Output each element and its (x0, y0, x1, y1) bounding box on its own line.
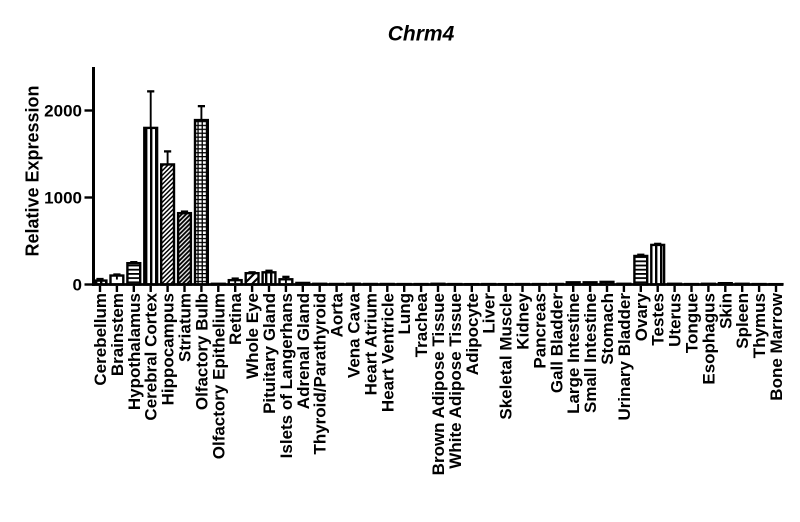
svg-text:Bone Marrow: Bone Marrow (767, 292, 786, 400)
svg-text:Whole Eye: Whole Eye (243, 293, 262, 379)
svg-text:White Adipose Tissue: White Adipose Tissue (446, 293, 465, 469)
svg-text:Retina: Retina (226, 292, 245, 345)
svg-text:Skin: Skin (716, 293, 735, 329)
svg-text:Olfactory Epithelium: Olfactory Epithelium (209, 293, 228, 459)
svg-text:Relative Expression: Relative Expression (23, 85, 43, 256)
svg-text:Brainstem: Brainstem (108, 293, 127, 376)
svg-text:Pituitary Gland: Pituitary Gland (260, 293, 279, 414)
svg-text:Kidney: Kidney (514, 292, 533, 349)
svg-text:Chrm4: Chrm4 (388, 23, 455, 46)
svg-text:Adrenal Gland: Adrenal Gland (294, 293, 313, 409)
svg-text:Testes: Testes (649, 293, 668, 346)
svg-text:Tongue: Tongue (683, 293, 702, 353)
svg-text:Hippocampus: Hippocampus (159, 293, 178, 405)
svg-text:Cerebellum: Cerebellum (91, 293, 110, 386)
svg-text:Adipocyte: Adipocyte (463, 293, 482, 375)
svg-text:Esophagus: Esophagus (699, 293, 718, 385)
svg-text:Spleen: Spleen (733, 293, 752, 349)
svg-text:Liver: Liver (480, 293, 499, 334)
svg-text:Large Intestine: Large Intestine (564, 293, 583, 414)
svg-text:Thyroid/Parathyroid: Thyroid/Parathyroid (311, 293, 330, 455)
svg-text:Small Intestine: Small Intestine (581, 293, 600, 413)
svg-text:Brown Adipose Tissue: Brown Adipose Tissue (429, 293, 448, 475)
svg-text:Thymus: Thymus (750, 293, 769, 358)
svg-text:Hypothalamus: Hypothalamus (125, 293, 144, 410)
svg-text:Ovary: Ovary (632, 292, 651, 341)
svg-text:Heart Ventricle: Heart Ventricle (378, 293, 397, 412)
svg-text:Vena Cava: Vena Cava (345, 292, 364, 378)
svg-text:Olfactory Bulb: Olfactory Bulb (192, 293, 211, 410)
svg-text:Cerebral Cortex: Cerebral Cortex (142, 292, 161, 420)
svg-text:Islets of Langerhans: Islets of Langerhans (277, 293, 296, 458)
svg-text:Gall Bladder: Gall Bladder (547, 293, 566, 394)
svg-text:2000: 2000 (44, 102, 82, 121)
svg-text:0: 0 (73, 276, 82, 295)
svg-text:Heart Atrium: Heart Atrium (361, 293, 380, 395)
svg-text:Trachea: Trachea (412, 292, 431, 357)
svg-text:Uterus: Uterus (666, 293, 685, 347)
svg-text:1000: 1000 (44, 189, 82, 208)
svg-text:Urinary Bladder: Urinary Bladder (615, 293, 634, 421)
svg-text:Pancreas: Pancreas (530, 293, 549, 369)
svg-text:Striatum: Striatum (176, 293, 195, 362)
svg-text:Stomach: Stomach (598, 293, 617, 365)
svg-text:Aorta: Aorta (328, 292, 347, 337)
svg-text:Lung: Lung (395, 293, 414, 335)
svg-text:Skeletal Muscle: Skeletal Muscle (497, 293, 516, 420)
